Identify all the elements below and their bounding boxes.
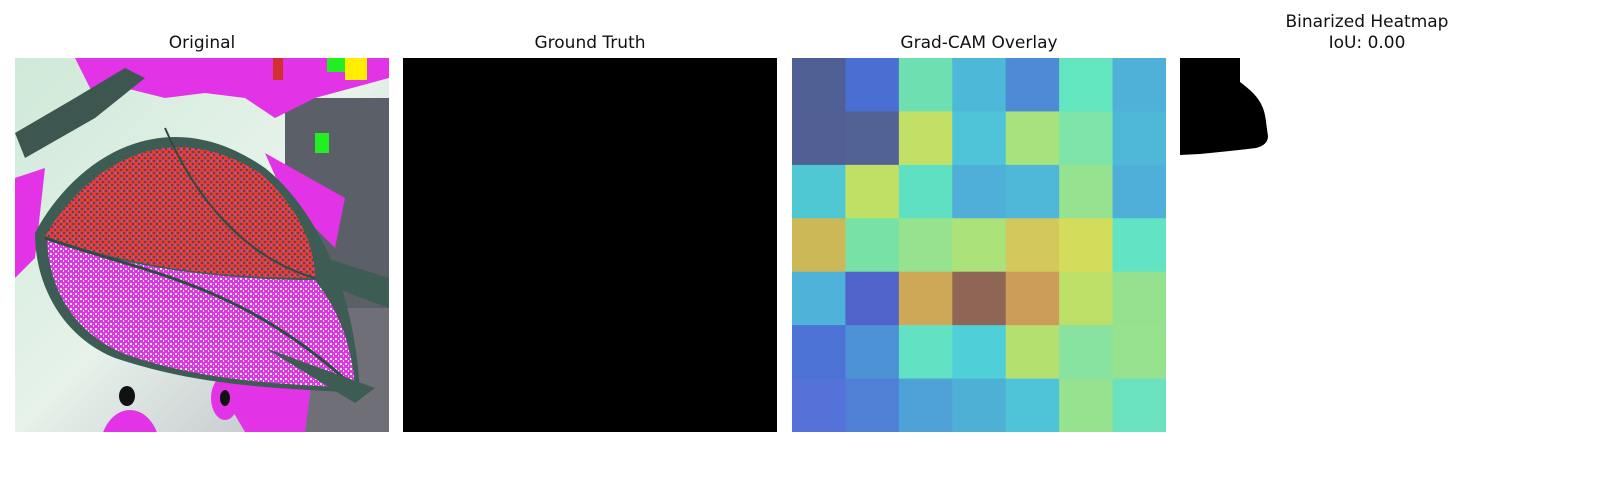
gradcam-cell	[1005, 218, 1060, 273]
gradcam-cell	[952, 378, 1007, 432]
gradcam-overlay	[792, 58, 1166, 432]
gradcam-cell	[1005, 325, 1060, 380]
gradcam-title: Grad-CAM Overlay	[792, 33, 1166, 54]
gradcam-cell	[1112, 164, 1166, 219]
gradcam-cell	[845, 378, 900, 432]
gradcam-cell	[898, 164, 953, 219]
gradcam-cell	[898, 325, 953, 380]
gradcam-cell	[792, 325, 846, 380]
binarized-title: Binarized Heatmap IoU: 0.00	[1180, 12, 1554, 54]
gradcam-cell	[898, 111, 953, 166]
gradcam-cell	[952, 218, 1007, 273]
gradcam-cell	[1059, 271, 1114, 326]
ground-truth-title-text: Ground Truth	[534, 33, 646, 53]
gradcam-cell	[845, 111, 900, 166]
gradcam-cell	[898, 218, 953, 273]
gradcam-cell	[845, 58, 900, 112]
gradcam-cell	[898, 271, 953, 326]
gradcam-cell	[845, 325, 900, 380]
gradcam-cell	[845, 164, 900, 219]
gradcam-cell	[1059, 378, 1114, 432]
binarized-heatmap	[1180, 58, 1554, 432]
ground-truth-title: Ground Truth	[403, 33, 777, 54]
gradcam-cell	[1112, 378, 1166, 432]
gradcam-cell	[1059, 111, 1114, 166]
gradcam-cell	[792, 111, 846, 166]
gradcam-cell	[1112, 58, 1166, 112]
original-title-text: Original	[168, 33, 236, 53]
binarized-region	[1180, 58, 1268, 155]
binarized-title-text: Binarized Heatmap	[1285, 12, 1449, 32]
gradcam-cell	[792, 378, 846, 432]
original-leaf-picture	[15, 58, 389, 432]
gradcam-cell	[952, 164, 1007, 219]
gradcam-cell	[1005, 58, 1060, 112]
gradcam-cell	[1059, 325, 1114, 380]
gradcam-cell	[952, 325, 1007, 380]
gradcam-cell	[1005, 111, 1060, 166]
gradcam-cell	[845, 271, 900, 326]
gradcam-cell	[952, 111, 1007, 166]
gradcam-cell	[1005, 164, 1060, 219]
original-title: Original	[15, 33, 389, 54]
gradcam-cell	[792, 58, 846, 112]
gradcam-cell	[1059, 164, 1114, 219]
gradcam-cell	[792, 271, 846, 326]
gradcam-cell	[1112, 271, 1166, 326]
gradcam-cell	[792, 218, 846, 273]
gradcam-cell	[1112, 218, 1166, 273]
gradcam-cell	[1059, 218, 1114, 273]
original-image	[15, 58, 389, 432]
gradcam-cell	[1112, 111, 1166, 166]
gradcam-cell	[898, 378, 953, 432]
binarized-mask	[1180, 58, 1268, 155]
gradcam-cell	[898, 58, 953, 112]
gradcam-cell	[1005, 378, 1060, 432]
ground-truth-mask	[403, 58, 777, 432]
gradcam-cell	[1112, 325, 1166, 380]
gradcam-cell	[845, 218, 900, 273]
iou-label: IoU: 0.00	[1328, 33, 1406, 53]
gradcam-grid	[792, 58, 1166, 432]
gradcam-cell	[1059, 58, 1114, 112]
gradcam-cell	[952, 58, 1007, 112]
gradcam-cell	[1005, 271, 1060, 326]
gradcam-cell	[792, 164, 846, 219]
gradcam-cell	[952, 271, 1007, 326]
gradcam-title-text: Grad-CAM Overlay	[900, 33, 1058, 53]
